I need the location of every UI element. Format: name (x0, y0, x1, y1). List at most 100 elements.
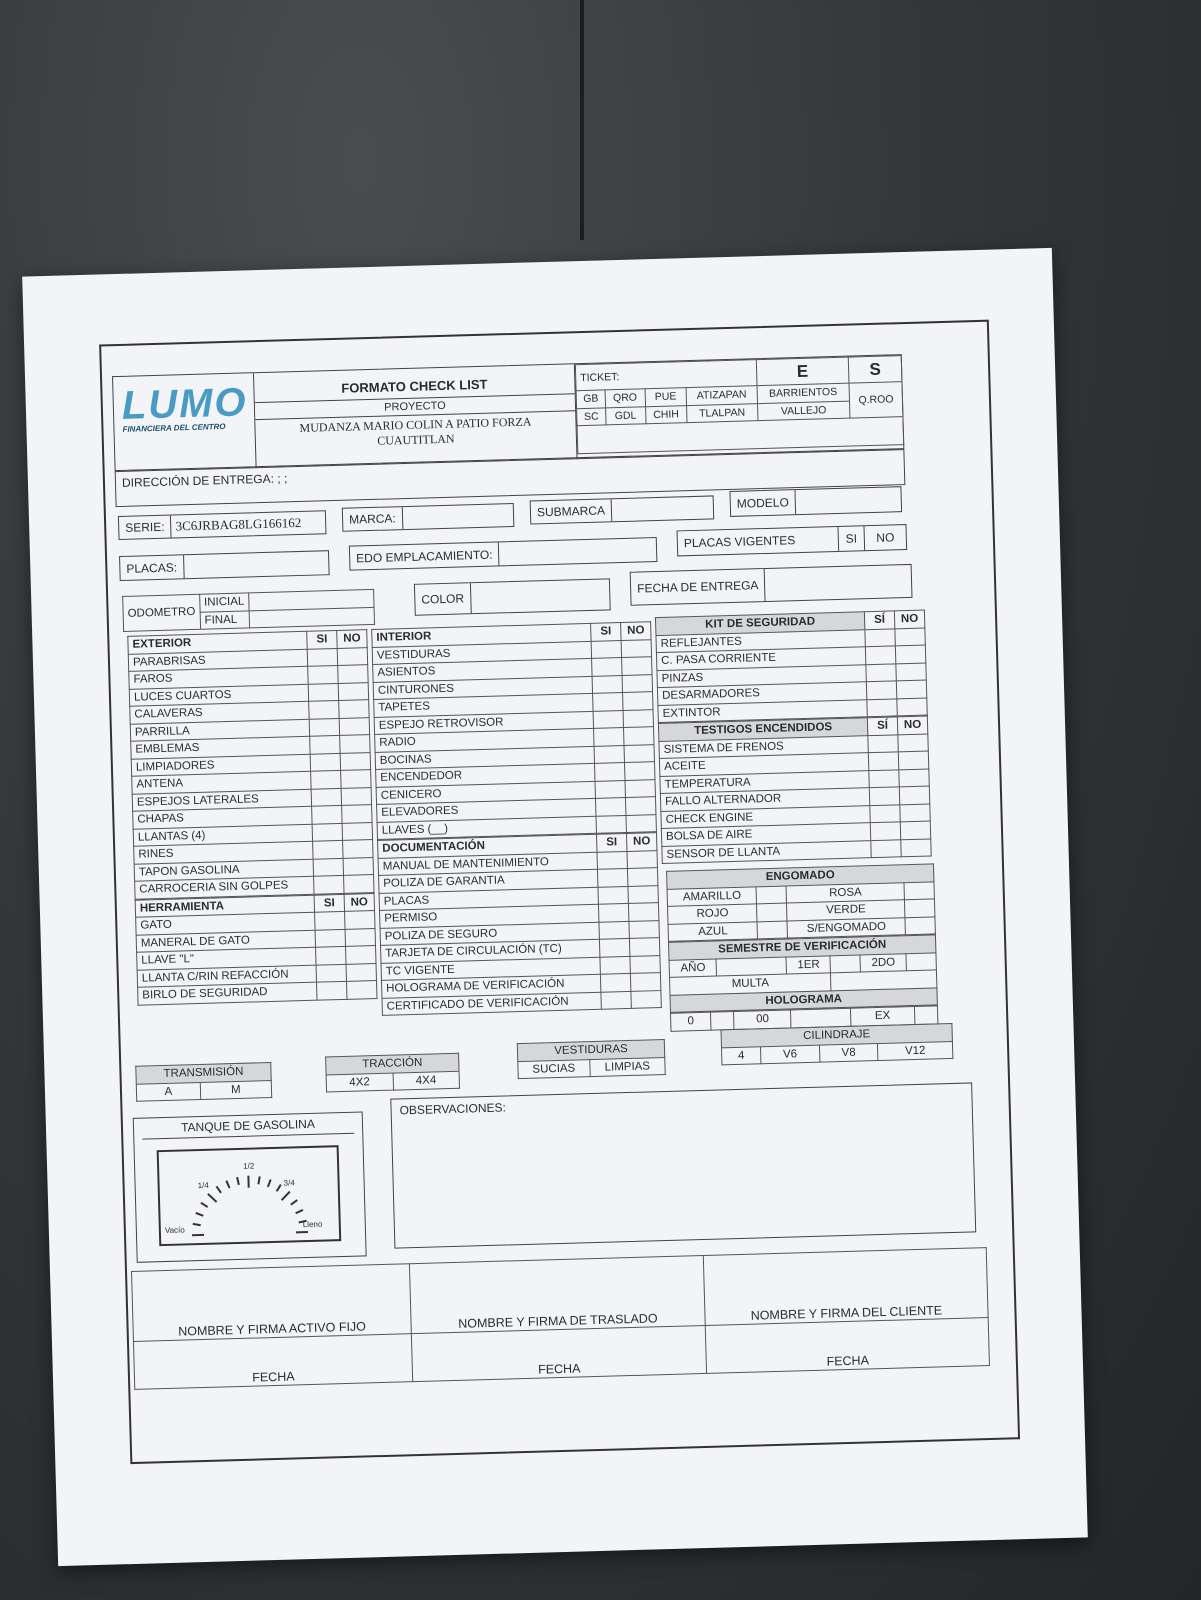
no-checkbox[interactable] (897, 733, 929, 752)
traccion-4x2[interactable]: 4X2 (326, 1072, 394, 1092)
si-checkbox[interactable] (310, 752, 341, 772)
si-checkbox[interactable] (312, 840, 344, 859)
firma-traslado[interactable]: NOMBRE Y FIRMA DE TRASLADO (409, 1255, 706, 1334)
si-checkbox[interactable] (313, 857, 344, 877)
odometro-final-input[interactable] (249, 606, 375, 628)
site-pue[interactable]: PUE (644, 387, 687, 407)
no-checkbox[interactable] (628, 920, 660, 939)
serie-field[interactable]: SERIE: 3C6JRBAG8LG166162 (117, 510, 327, 541)
engomado-sin-check[interactable] (904, 916, 936, 935)
si-checkbox[interactable] (867, 734, 899, 753)
no-checkbox[interactable] (629, 937, 660, 956)
placas-vigentes-no[interactable]: NO (863, 525, 907, 551)
si-checkbox[interactable] (593, 727, 625, 746)
si-checkbox[interactable] (594, 779, 626, 799)
no-checkbox[interactable] (339, 717, 370, 736)
si-checkbox[interactable] (865, 663, 897, 682)
si-checkbox[interactable] (598, 903, 629, 922)
si-checkbox[interactable] (865, 645, 896, 665)
engomado-rosa-check[interactable] (903, 881, 935, 900)
si-checkbox[interactable] (315, 946, 347, 965)
engomado-amarillo-check[interactable] (756, 885, 787, 904)
placas-vigentes-si[interactable]: SI (837, 526, 865, 551)
si-checkbox[interactable] (868, 769, 900, 788)
si-checkbox[interactable] (310, 770, 342, 789)
si-checkbox[interactable] (311, 805, 343, 824)
no-checkbox[interactable] (621, 656, 653, 676)
no-checkbox[interactable] (340, 769, 372, 788)
si-checkbox[interactable] (308, 682, 339, 702)
si-checkbox[interactable] (599, 955, 631, 975)
no-checkbox[interactable] (898, 768, 930, 787)
site-chih[interactable]: CHIH (645, 405, 688, 424)
no-checkbox[interactable] (625, 796, 656, 815)
no-checkbox[interactable] (895, 662, 927, 681)
no-checkbox[interactable] (899, 803, 931, 822)
no-checkbox[interactable] (346, 980, 377, 999)
no-checkbox[interactable] (899, 786, 930, 805)
fecha-traslado[interactable]: FECHA (411, 1325, 707, 1382)
no-checkbox[interactable] (346, 963, 377, 982)
si-checkbox[interactable] (870, 839, 902, 858)
engomado-verde-check[interactable] (904, 898, 935, 918)
no-checkbox[interactable] (342, 839, 374, 858)
cilindraje-4[interactable]: 4 (721, 1046, 762, 1065)
no-checkbox[interactable] (900, 820, 931, 840)
no-checkbox[interactable] (345, 928, 376, 947)
fecha-entrega-field[interactable]: FECHA DE ENTREGA (629, 563, 913, 606)
si-checkbox[interactable] (597, 885, 629, 905)
fecha-activo-fijo[interactable]: FECHA (133, 1333, 413, 1390)
si-checkbox[interactable] (594, 745, 625, 764)
vestiduras-sucias[interactable]: SUCIAS (517, 1059, 590, 1079)
semestre-ano-input[interactable] (716, 956, 787, 977)
fecha-cliente[interactable]: FECHA (705, 1317, 990, 1374)
site-tlalpan[interactable]: TLALPAN (686, 403, 758, 423)
site-qroo[interactable]: Q.ROO (849, 381, 903, 419)
no-checkbox[interactable] (894, 627, 926, 646)
site-qro[interactable]: QRO (605, 388, 646, 408)
si-checkbox[interactable] (600, 973, 631, 992)
si-checkbox[interactable] (598, 920, 630, 940)
no-checkbox[interactable] (627, 867, 658, 886)
holograma-ex-check[interactable] (913, 1005, 938, 1025)
si-checkbox[interactable] (311, 787, 342, 807)
si-checkbox[interactable] (314, 911, 346, 930)
no-checkbox[interactable] (628, 902, 659, 921)
no-checkbox[interactable] (343, 874, 375, 893)
si-checkbox[interactable] (309, 717, 340, 737)
fuel-gauge[interactable]: Vacío 1/4 1/2 3/4 Lleno (156, 1145, 342, 1247)
no-checkbox[interactable] (896, 697, 928, 716)
no-checkbox[interactable] (624, 779, 656, 798)
observaciones-field[interactable]: OBSERVACIONES: (390, 1082, 977, 1249)
si-checkbox[interactable] (596, 850, 628, 870)
no-checkbox[interactable] (623, 726, 654, 746)
vestiduras-limpias[interactable]: LIMPIAS (589, 1056, 666, 1077)
site-sc[interactable]: SC (576, 407, 607, 426)
si-checkbox[interactable] (308, 700, 340, 719)
si-checkbox[interactable] (869, 804, 901, 823)
no-checkbox[interactable] (338, 682, 369, 701)
si-checkbox[interactable] (315, 928, 346, 948)
no-checkbox[interactable] (622, 691, 654, 711)
no-checkbox[interactable] (629, 955, 661, 974)
no-checkbox[interactable] (625, 814, 657, 833)
si-checkbox[interactable] (316, 963, 347, 983)
edo-emplacamiento-field[interactable]: EDO EMPLACAMIENTO: (348, 537, 658, 571)
no-checkbox[interactable] (341, 804, 373, 823)
si-checkbox[interactable] (866, 698, 898, 717)
si-checkbox[interactable] (595, 814, 627, 834)
firma-activo-fijo[interactable]: NOMBRE Y FIRMA ACTIVO FIJO (131, 1263, 412, 1342)
no-checkbox[interactable] (621, 639, 652, 658)
cilindraje-v8[interactable]: V8 (819, 1043, 879, 1063)
si-checkbox[interactable] (307, 665, 339, 684)
no-checkbox[interactable] (630, 990, 662, 1009)
no-checkbox[interactable] (896, 680, 927, 699)
si-checkbox[interactable] (316, 981, 347, 1000)
cilindraje-v12[interactable]: V12 (877, 1040, 953, 1061)
si-checkbox[interactable] (594, 762, 625, 781)
si-checkbox[interactable] (593, 710, 624, 729)
transmision-m[interactable]: M (200, 1079, 272, 1100)
si-checkbox[interactable] (312, 822, 343, 842)
transmision-a[interactable]: A (136, 1081, 201, 1102)
si-checkbox[interactable] (595, 797, 626, 816)
